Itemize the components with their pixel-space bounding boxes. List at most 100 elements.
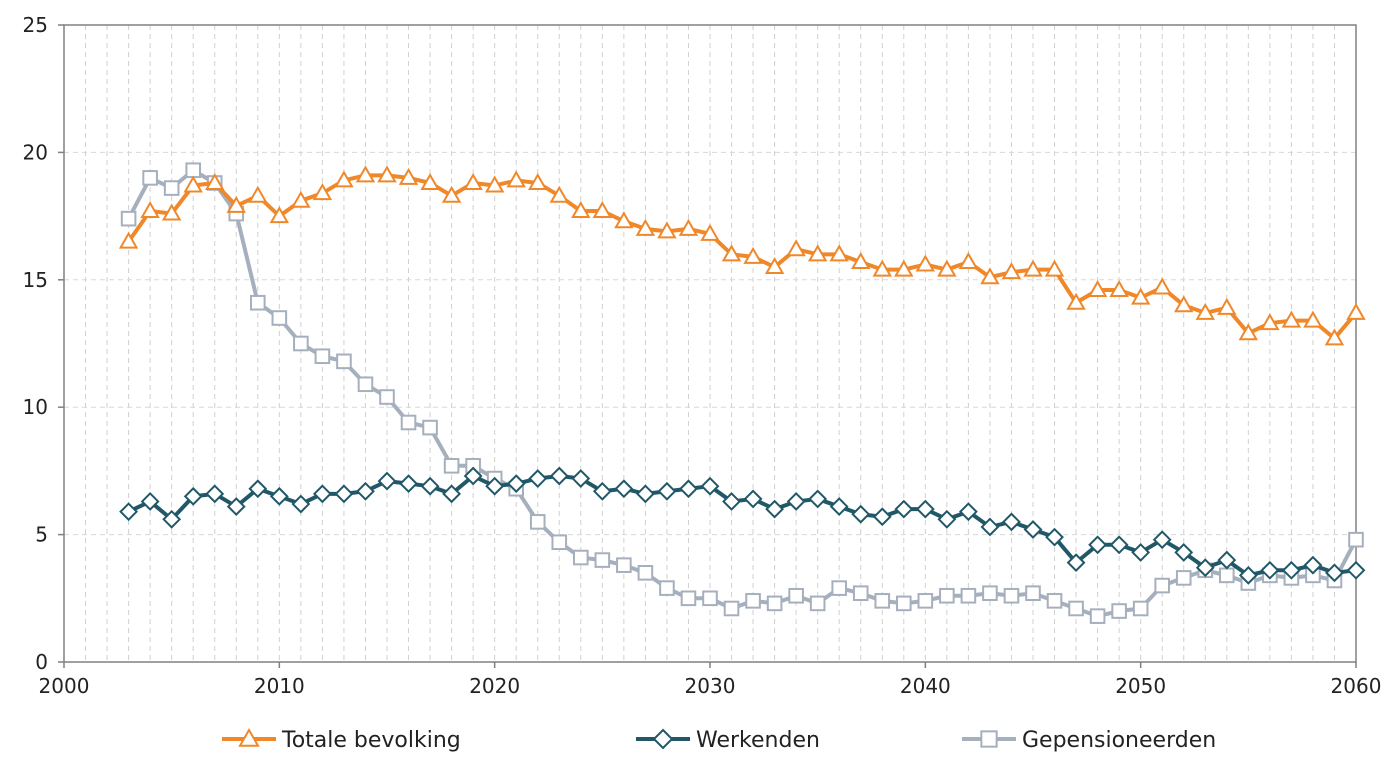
data-point [635,484,655,504]
data-point [549,466,569,486]
data-point [1001,262,1022,280]
data-point [594,552,611,568]
data-point [571,200,591,219]
data-point [463,466,483,486]
data-point [441,185,462,203]
series [118,162,1366,624]
y-tick-label: 20 [23,140,48,164]
data-point [1219,567,1235,584]
data-point [852,585,869,602]
axes: 0 5 10 15 20 25 2000 2010 2020 2030 2040 2050 2060 [23,13,1382,698]
data-point [657,481,677,501]
y-tick-label: 25 [23,13,48,37]
data-point [334,170,354,188]
data-point [939,587,955,604]
data-point [356,481,375,501]
data-point [1217,297,1237,315]
data-point [1303,555,1323,575]
data-point [226,195,246,213]
data-point [1324,328,1345,346]
data-point [700,476,720,496]
data-point [766,595,783,612]
data-point [1066,553,1086,573]
data-point [1023,259,1043,277]
data-point [745,593,761,609]
data-point [1132,600,1149,617]
y-tick-label: 5 [35,523,48,547]
data-point [420,476,440,496]
series-werkenden [119,466,1366,585]
data-point [807,244,828,262]
legend-label: Gepensioneerden [1022,728,1216,753]
data-point [506,170,526,188]
data-point [205,484,225,504]
data-point [652,728,674,750]
data-point [872,507,892,527]
data-point [894,499,914,519]
data-point [377,165,397,183]
data-point [872,259,892,277]
y-tick-label: 15 [23,268,48,292]
y-tick-label: 10 [23,395,48,419]
data-point [1025,585,1041,602]
data-point [398,167,419,185]
data-point [238,727,260,747]
data-point [162,509,182,529]
data-point [786,492,806,511]
data-point [1238,323,1259,341]
data-point [336,353,352,370]
data-point [1152,277,1172,295]
data-point [657,221,677,239]
data-point [679,479,698,499]
data-point [678,218,699,236]
data-point [1109,535,1129,555]
data-point [314,348,331,365]
data-point [592,200,613,219]
data-point [1260,313,1280,331]
data-point [1348,531,1364,548]
data-point [529,514,546,530]
data-point [915,499,935,519]
data-point [183,486,203,506]
data-point [118,231,139,249]
data-point [1087,279,1108,297]
legend-item: Gepensioneerden [962,728,1216,753]
data-point [205,172,225,190]
data-point [700,223,720,241]
data-point [896,595,912,612]
data-point [1303,310,1323,328]
data-point [614,211,634,229]
data-point [571,469,591,488]
data-point [1111,603,1127,619]
data-point [592,481,612,501]
data-point [355,165,376,183]
legend-item: Totale bevolking [222,727,461,753]
data-point [786,239,806,257]
data-point [958,251,979,269]
data-point [982,585,998,602]
data-point [312,183,333,201]
data-point [399,474,418,494]
x-tick-label: 2040 [900,674,951,698]
series-line [126,173,1358,341]
data-point [1066,292,1086,310]
data-point [120,210,137,227]
data-point [702,590,718,607]
data-point [1130,287,1151,305]
data-point [377,471,397,491]
data-point [185,162,201,179]
legend-label: Totale bevolking [281,728,461,753]
data-point [442,484,462,504]
data-point [1089,608,1106,624]
data-point [637,565,654,581]
grid [64,25,1356,662]
data-point [1154,577,1171,594]
series-line [126,168,1358,619]
data-point [721,244,742,262]
data-point [1281,560,1301,580]
data-point [788,587,804,604]
data-point [829,497,849,516]
data-point [269,206,290,224]
data-point [1195,302,1215,320]
data-point [140,492,160,511]
